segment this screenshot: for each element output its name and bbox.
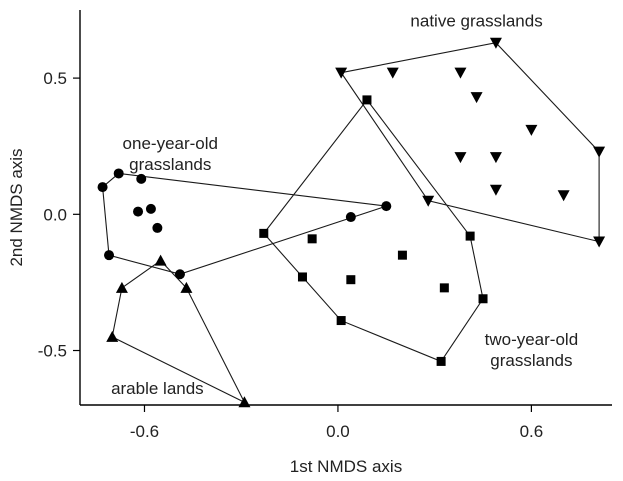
x-tick-label: 0.0 — [326, 422, 350, 441]
x-tick-label: -0.6 — [130, 422, 159, 441]
point-square — [439, 283, 449, 293]
point-circle — [113, 168, 124, 179]
point-square — [436, 356, 446, 366]
point-square — [478, 294, 488, 304]
hull-circle — [102, 172, 387, 275]
point-circle — [145, 203, 156, 214]
point-triangle-down — [470, 92, 483, 104]
point-triangle-down — [557, 190, 570, 202]
point-circle — [381, 201, 392, 212]
plot-area: native grasslands one-year-old grasslands t… — [97, 11, 606, 408]
group-label: one-year-old grasslands — [123, 134, 218, 174]
point-triangle-down — [335, 67, 348, 79]
data-points — [97, 37, 606, 408]
point-triangle-up — [115, 281, 128, 293]
point-triangle-down — [386, 67, 399, 79]
point-triangle-down — [489, 184, 502, 196]
point-square — [259, 228, 269, 238]
point-circle — [104, 250, 115, 261]
y-tick-label: 0.0 — [43, 205, 67, 224]
point-triangle-down — [454, 152, 467, 164]
axes: -0.6 0.0 0.6 -0.5 0.0 0.5 1st NMDS axis 2nd … — [7, 10, 612, 476]
hull-square — [263, 98, 484, 363]
point-square — [362, 95, 372, 105]
hull-triangle-down — [340, 42, 600, 243]
group-label: native grasslands — [410, 11, 542, 30]
point-triangle-down — [489, 152, 502, 164]
point-triangle-down — [422, 195, 435, 207]
point-triangle-down — [489, 37, 502, 49]
x-axis-title: 1st NMDS axis — [290, 457, 402, 476]
point-square — [336, 316, 346, 326]
point-triangle-down — [593, 236, 606, 248]
point-triangle-down — [454, 67, 467, 79]
point-triangle-down — [593, 146, 606, 158]
point-square — [465, 231, 475, 241]
y-tick-label: 0.5 — [43, 69, 67, 88]
hull-triangle-up — [111, 259, 246, 404]
point-circle — [345, 212, 356, 223]
point-circle — [97, 182, 108, 193]
group-labels: native grasslands one-year-old grasslands t… — [111, 11, 578, 398]
point-circle — [133, 206, 144, 217]
point-triangle-up — [106, 330, 119, 342]
y-tick-label: -0.5 — [38, 342, 67, 361]
group-label: arable lands — [111, 379, 204, 398]
y-axis-title: 2nd NMDS axis — [7, 148, 26, 266]
point-triangle-down — [525, 124, 538, 136]
point-square — [307, 234, 317, 244]
x-tick-label: 0.6 — [520, 422, 544, 441]
point-triangle-up — [180, 281, 193, 293]
y-axis-ticks: -0.5 0.0 0.5 — [38, 69, 80, 361]
point-square — [346, 275, 356, 285]
point-circle — [174, 269, 185, 280]
group-label: two-year-old grasslands — [485, 330, 579, 370]
point-square — [397, 250, 407, 260]
point-circle — [136, 173, 147, 184]
point-square — [297, 272, 307, 282]
point-triangle-up — [154, 254, 167, 266]
x-axis-ticks: -0.6 0.0 0.6 — [130, 405, 543, 441]
point-circle — [152, 222, 163, 233]
